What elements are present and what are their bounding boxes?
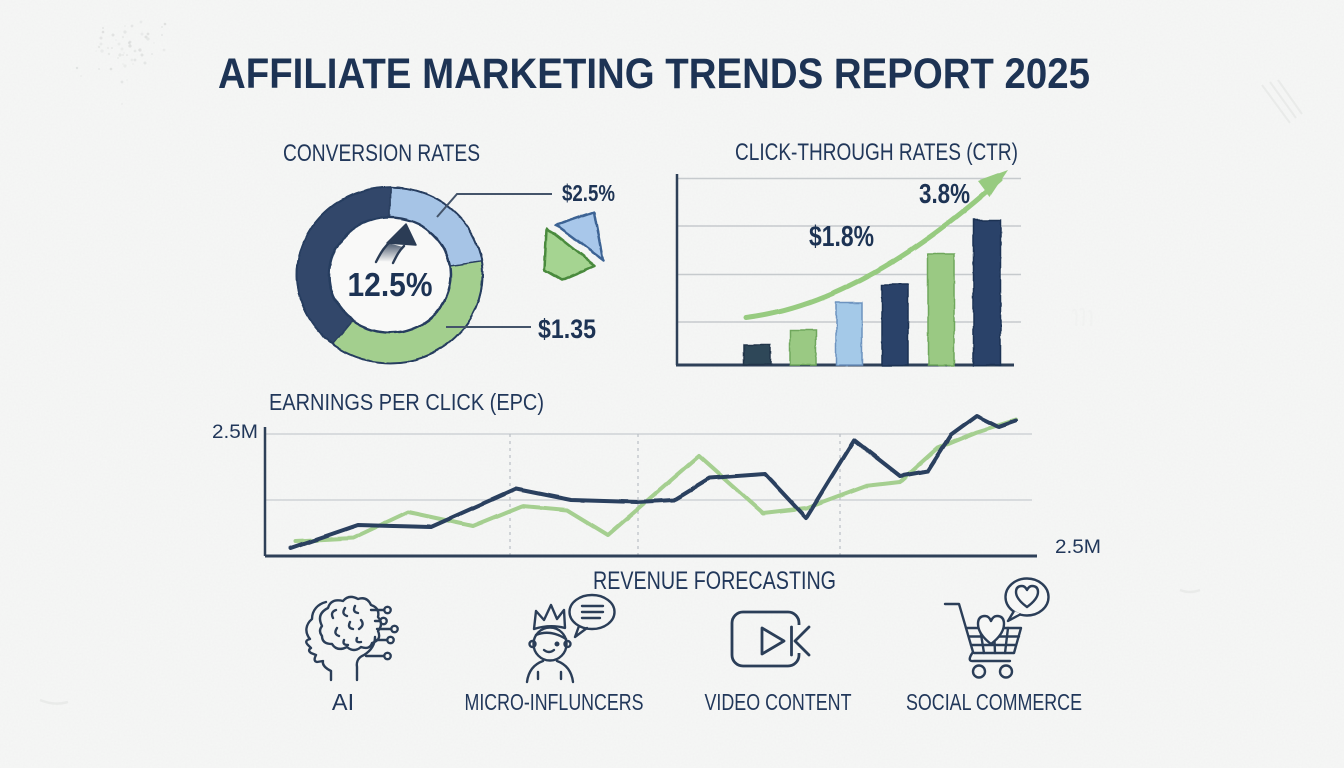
svg-text:CONVERSION RATES: CONVERSION RATES [283,140,480,167]
svg-text:EARNINGS PER CLICK (EPC): EARNINGS PER CLICK (EPC) [269,389,544,415]
svg-text:MICRO-INFLUNCERS: MICRO-INFLUNCERS [465,689,644,715]
svg-text:12.5%: 12.5% [348,266,433,303]
svg-text:$1.35: $1.35 [538,314,596,344]
svg-text:AFFILIATE MARKETING TRENDS REP: AFFILIATE MARKETING TRENDS REPORT 2025 [218,50,1090,98]
svg-text:VIDEO CONTENT: VIDEO CONTENT [705,689,852,715]
svg-text:AI: AI [332,689,354,715]
svg-text:REVENUE FORECASTING: REVENUE FORECASTING [593,567,836,595]
svg-text:$1.8%: $1.8% [809,221,874,253]
svg-text:CLICK-THROUGH RATES (CTR): CLICK-THROUGH RATES (CTR) [735,139,1018,166]
svg-text:$2.5%: $2.5% [562,180,615,206]
svg-text:SOCIAL COMMERCE: SOCIAL COMMERCE [906,689,1082,715]
svg-text:3.8%: 3.8% [919,178,970,209]
svg-text:2.5M: 2.5M [212,422,258,443]
svg-text:2.5M: 2.5M [1055,537,1101,558]
